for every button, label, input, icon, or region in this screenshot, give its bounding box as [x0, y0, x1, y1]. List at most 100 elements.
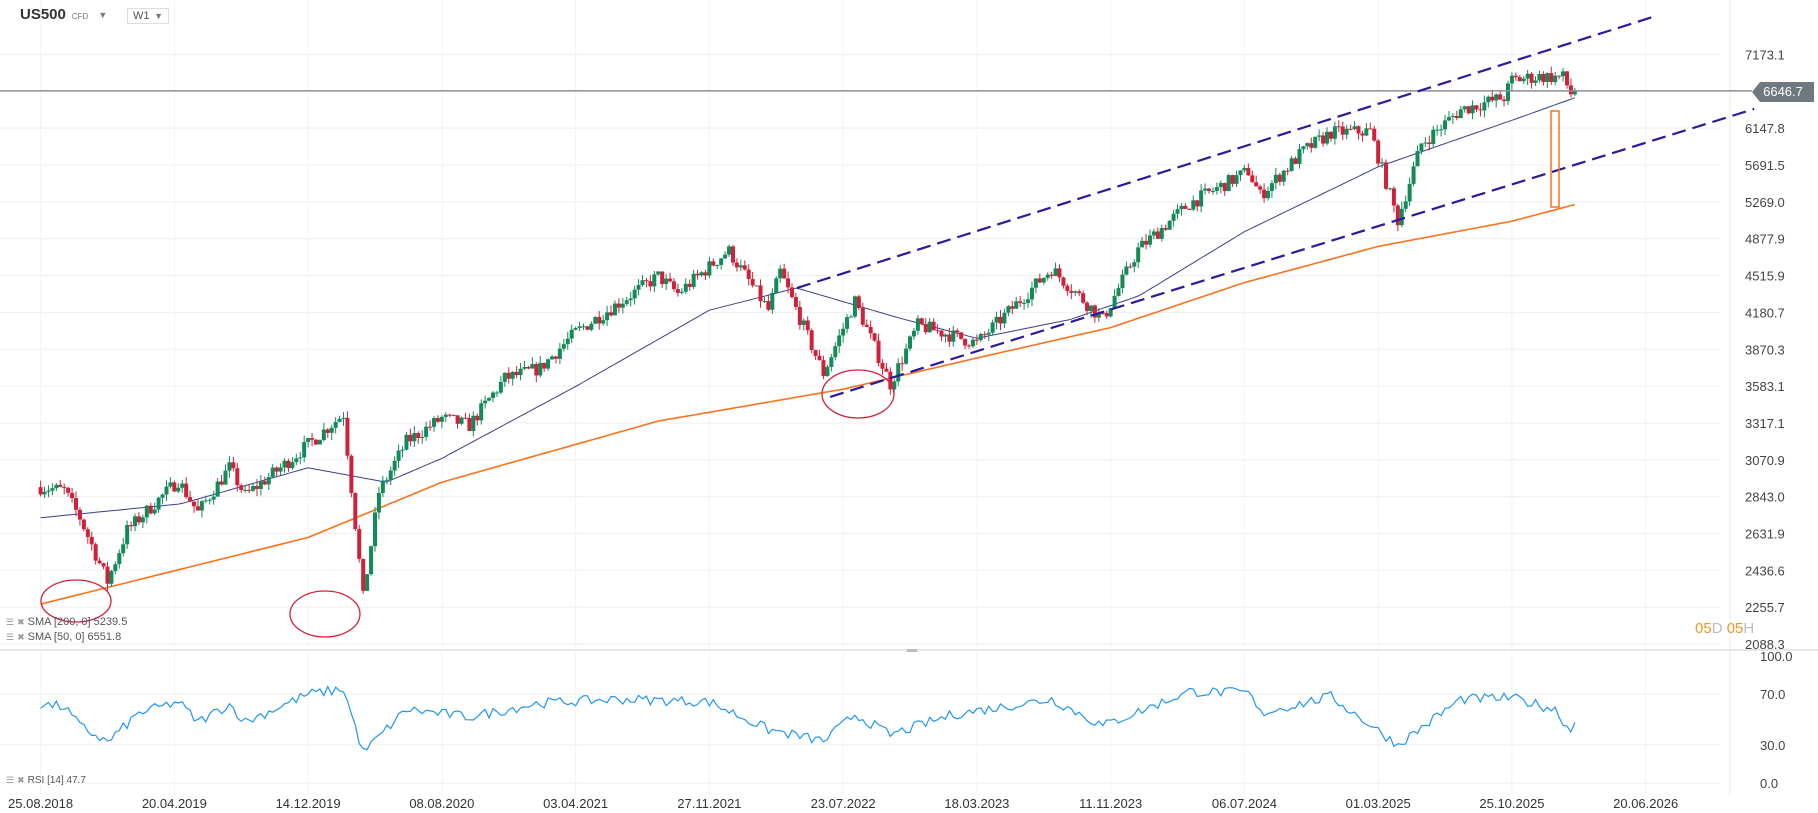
candle-bullish — [388, 466, 393, 486]
y-tick-label: 2255.7 — [1745, 600, 1785, 615]
settings-icon[interactable]: ☰ — [6, 616, 15, 627]
candle-body — [797, 306, 802, 325]
candle-bearish — [746, 264, 751, 286]
candle-body — [982, 334, 987, 336]
candle-body — [648, 281, 653, 287]
candle-body — [148, 505, 153, 514]
candle-bullish — [251, 483, 256, 493]
candle-bullish — [1273, 167, 1278, 190]
candle-bullish — [396, 444, 401, 469]
candle-body — [357, 529, 362, 559]
candle-body — [640, 280, 645, 285]
candle-bullish — [530, 357, 535, 369]
candle-body — [974, 339, 979, 341]
candle-bullish — [927, 317, 932, 334]
candle-body — [872, 333, 877, 341]
candle-body — [1258, 186, 1263, 190]
candle-bullish — [1136, 242, 1141, 269]
x-tick-label: 25.08.2018 — [8, 796, 73, 811]
candle-body — [1368, 128, 1373, 130]
candle-bullish — [1332, 121, 1337, 145]
candle-bearish — [959, 332, 964, 340]
candle-body — [829, 357, 834, 367]
candle-body — [955, 330, 960, 333]
candle-bullish — [459, 416, 464, 426]
candle-bullish — [656, 271, 661, 277]
candle-bearish — [345, 411, 350, 460]
candle-bearish — [856, 294, 861, 310]
rsi-line — [40, 685, 1576, 751]
candle-bullish — [199, 499, 204, 518]
pane-resize-handle[interactable] — [907, 649, 917, 652]
candle-body — [70, 492, 75, 499]
candle-bullish — [1191, 195, 1196, 212]
candle-body — [793, 297, 798, 307]
candle-bullish — [1313, 136, 1318, 149]
candle-bearish — [219, 474, 224, 486]
candle-body — [715, 264, 720, 266]
candle-body — [632, 289, 637, 299]
candle-bullish — [400, 446, 405, 458]
close-icon[interactable]: ✖ — [17, 631, 25, 642]
candle-body — [1427, 142, 1432, 145]
candle-body — [801, 320, 806, 325]
close-icon[interactable]: ✖ — [17, 616, 25, 627]
candle-body — [616, 303, 621, 308]
candle-bearish — [467, 413, 472, 432]
candle-bullish — [1561, 68, 1566, 82]
timeframe-dropdown[interactable]: W1 ▼ — [127, 8, 169, 24]
candle-body — [1541, 73, 1546, 83]
candle-bullish — [207, 498, 212, 505]
candle-body — [1572, 90, 1577, 95]
legend-sma200[interactable]: ☰ ✖ SMA [200, 0] 5239.5 — [6, 616, 127, 628]
candle-bullish — [550, 354, 555, 360]
candle-bearish — [880, 359, 885, 375]
candle-body — [310, 438, 315, 440]
candle-bullish — [628, 292, 633, 307]
candle-body — [813, 350, 818, 356]
candle-bearish — [1391, 186, 1396, 213]
settings-icon[interactable]: ☰ — [6, 631, 15, 642]
candle-body — [1498, 94, 1503, 100]
candle-bullish — [837, 329, 842, 354]
legend-rsi[interactable]: ☰ ✖ RSI [14] 47.7 — [6, 775, 86, 786]
candle-bearish — [1529, 72, 1534, 89]
candle-bearish — [675, 283, 680, 297]
candle-bullish — [384, 476, 389, 485]
candle-bullish — [404, 432, 409, 451]
candle-bullish — [152, 502, 157, 515]
candle-body — [1081, 293, 1086, 303]
candle-bearish — [974, 334, 979, 345]
legend-sma50[interactable]: ☰ ✖ SMA [50, 0] 6551.8 — [6, 631, 121, 643]
candle-bearish — [105, 561, 110, 591]
sma200-line — [40, 203, 1576, 605]
candle-bullish — [1494, 93, 1499, 108]
candle-body — [491, 392, 496, 398]
candle-body — [585, 326, 590, 330]
candle-bearish — [1502, 95, 1507, 107]
candle-bearish — [188, 490, 193, 503]
candle-body — [164, 486, 169, 495]
candle-body — [778, 268, 783, 279]
close-icon[interactable]: ✖ — [17, 775, 25, 785]
sma50-line — [40, 97, 1576, 519]
candle-bearish — [506, 367, 511, 384]
candle-body — [605, 312, 610, 321]
candle-body — [1364, 128, 1369, 136]
candle-bullish — [1002, 308, 1007, 329]
candle-bearish — [609, 305, 614, 317]
symbol-name: US500 — [20, 6, 66, 23]
candle-body — [1234, 175, 1239, 184]
candle-bullish — [845, 314, 850, 334]
candle-bearish — [148, 502, 153, 515]
candle-body — [1399, 208, 1404, 226]
x-tick-label: 08.08.2020 — [409, 796, 474, 811]
candle-body — [313, 439, 318, 445]
settings-icon[interactable]: ☰ — [6, 775, 15, 785]
candle-bearish — [526, 365, 531, 370]
candle-body — [609, 312, 614, 316]
chevron-down-icon: ▼ — [154, 11, 163, 21]
symbol-selector[interactable]: US500 CFD ▼ — [20, 6, 107, 23]
candle-body — [577, 326, 582, 328]
